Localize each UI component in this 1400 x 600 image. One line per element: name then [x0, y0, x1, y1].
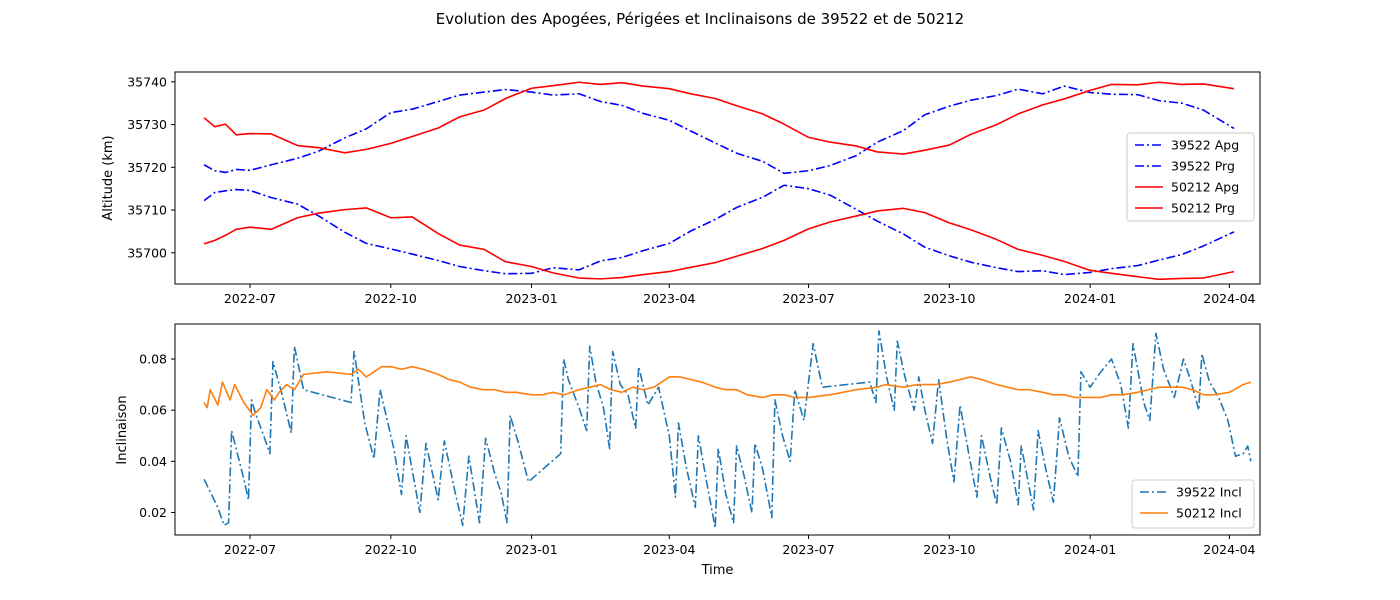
series-line-39522-incl [203, 330, 1252, 529]
legend-label: 50212 Incl [1176, 506, 1242, 521]
y-tick-label: 35730 [127, 117, 167, 132]
y-tick-label: 0.04 [139, 454, 167, 469]
x-tick-label: 2022-10 [365, 291, 417, 306]
x-tick-label: 2023-10 [923, 542, 975, 557]
series-line-50212-apg [203, 81, 1235, 155]
series-line-39522-apg [203, 85, 1235, 175]
x-tick-label: 2024-01 [1064, 542, 1116, 557]
axes-frame [174, 71, 1261, 285]
legend-label: 50212 Prg [1171, 201, 1235, 216]
axes-frame [174, 323, 1261, 536]
y-tick-label: 35740 [127, 74, 167, 89]
y-tick-label: 35710 [127, 203, 167, 218]
x-tick-label: 2024-04 [1203, 291, 1255, 306]
x-tick-label: 2022-07 [224, 542, 276, 557]
y-axis-label: Altitude (km) [101, 135, 116, 220]
y-tick-label: 0.02 [139, 505, 167, 520]
x-tick-label: 2023-04 [643, 542, 695, 557]
y-tick-label: 0.06 [139, 403, 167, 418]
x-tick-label: 2022-10 [365, 542, 417, 557]
y-axis-label: Inclinaison [115, 395, 130, 464]
x-tick-label: 2023-01 [505, 542, 557, 557]
x-tick-label: 2022-07 [224, 291, 276, 306]
x-tick-label: 2023-07 [782, 542, 834, 557]
top-panel-apogee-perigee: 2022-07 2022-10 2023-01 2023-04 2023-07 2023-… [101, 71, 1261, 306]
series-line-39522-prg [203, 184, 1235, 276]
y-tick-label: 35720 [127, 160, 167, 175]
figure-title: Evolution des Apogées, Périgées et Incli… [436, 10, 964, 28]
y-tick-label: 0.08 [139, 352, 167, 367]
x-tick-label: 2024-04 [1203, 542, 1255, 557]
x-axis-label: Time [701, 563, 734, 578]
series-line-50212-prg [203, 207, 1235, 281]
x-tick-label: 2023-07 [782, 291, 834, 306]
legend-label: 50212 Apg [1171, 180, 1239, 195]
x-tick-label: 2023-10 [923, 291, 975, 306]
legend-label: 39522 Prg [1171, 159, 1235, 174]
legend: 39522 Incl 50212 Incl [1131, 479, 1255, 529]
x-tick-label: 2023-04 [643, 291, 695, 306]
legend-box [1126, 132, 1255, 222]
legend: 39522 Apg 39522 Prg 50212 Apg 50212 Prg [1126, 132, 1255, 222]
x-tick-label: 2024-01 [1064, 291, 1116, 306]
x-tick-label: 2023-01 [505, 291, 557, 306]
legend-label: 39522 Apg [1171, 138, 1239, 153]
legend-label: 39522 Incl [1176, 485, 1242, 500]
bottom-panel-inclination: 2022-07 2022-10 2023-01 2023-04 2023-07 2023-… [115, 323, 1261, 578]
series-line-50212-incl [203, 365, 1252, 417]
y-tick-label: 35700 [127, 245, 167, 260]
